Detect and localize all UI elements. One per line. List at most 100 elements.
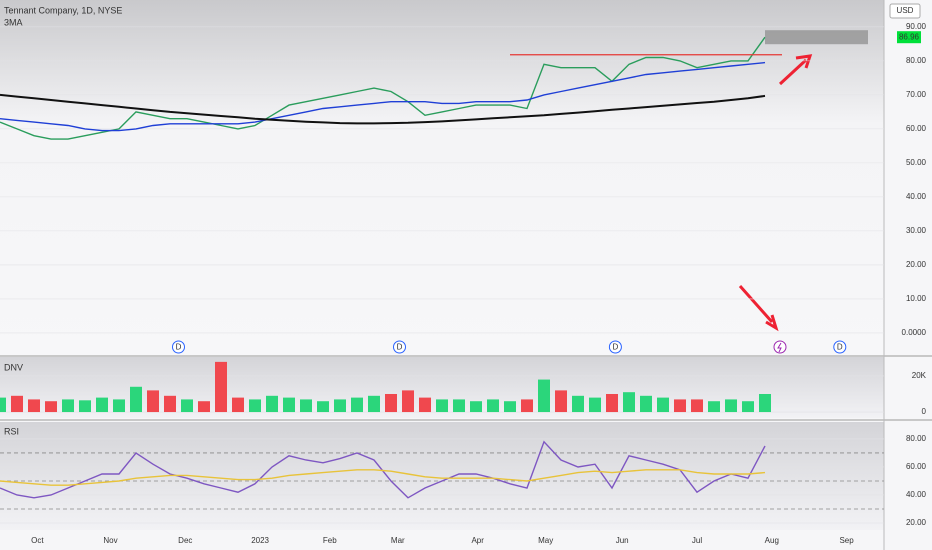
volume-bar: [436, 399, 448, 413]
event-marker: [608, 340, 622, 354]
chart-title: Tennant Company, 1D, NYSE: [4, 5, 122, 15]
y-tick-label: 60.00: [906, 462, 927, 471]
volume-bar: [742, 401, 754, 413]
x-tick-label: Jun: [616, 536, 629, 545]
volume-bar: [198, 401, 210, 413]
volume-bar: [113, 399, 125, 413]
volume-bar: [249, 399, 261, 413]
y-tick-label: 0.0000: [902, 328, 927, 337]
volume-bar: [538, 379, 550, 413]
volume-bar: [708, 401, 720, 413]
volume-bar: [232, 397, 244, 413]
series-line: [0, 93, 766, 125]
y-tick-label: 10.00: [906, 294, 927, 303]
y-tick-label: 80.00: [906, 434, 927, 443]
y-tick-label: 60.00: [906, 124, 927, 133]
y-tick-label: 40.00: [906, 192, 927, 201]
series-line: [0, 36, 766, 140]
volume-bar: [453, 399, 465, 413]
volume-bar: [419, 397, 431, 413]
y-tick-label: 80.00: [906, 56, 927, 65]
volume-bar: [96, 397, 108, 413]
volume-bar: [521, 399, 533, 413]
rsi-panel: [0, 422, 884, 530]
volume-bar: [385, 393, 397, 413]
currency: USD: [897, 6, 914, 15]
x-tick-label: Dec: [178, 536, 192, 545]
volume-bar: [62, 399, 74, 413]
x-tick-label: Oct: [31, 536, 44, 545]
currency-box: [889, 3, 921, 19]
x-tick-label: Apr: [471, 536, 484, 545]
earnings-icon: [773, 340, 787, 354]
y-tick-label: 20.00: [906, 518, 927, 527]
rsi-title: RSI: [4, 426, 19, 436]
volume-bar: [130, 386, 142, 413]
x-tick-label: Sep: [839, 536, 854, 545]
volume-bar: [606, 393, 618, 413]
x-tick-label: Aug: [765, 536, 779, 545]
volume-bar: [402, 390, 414, 413]
volume-bar: [215, 361, 227, 413]
volume-bar: [283, 397, 295, 413]
volume-bar: [759, 393, 771, 413]
x-tick-label: Feb: [323, 536, 337, 545]
volume-bar: [28, 399, 40, 413]
y-tick-label: 50.00: [906, 158, 927, 167]
x-tick-label: Mar: [391, 536, 405, 545]
volume-bar: [164, 395, 176, 413]
event-label: D: [397, 343, 403, 352]
volume-bar: [334, 399, 346, 413]
volume-bar: [0, 397, 6, 413]
volume-bar: [674, 399, 686, 413]
annotation-arrow: [778, 54, 813, 86]
y-tick-label: 20.00: [906, 260, 927, 269]
y-tick-label: 40.00: [906, 490, 927, 499]
volume-bar: [79, 400, 91, 413]
y-tick-label: 30.00: [906, 226, 927, 235]
earnings-icon: [777, 342, 782, 353]
y-tick-label: 20K: [912, 371, 927, 380]
volume-bar: [300, 399, 312, 413]
volume-bar: [266, 395, 278, 413]
volume-bar: [640, 395, 652, 413]
volume-bar: [147, 390, 159, 413]
volume-bar: [691, 399, 703, 413]
volume-bar: [657, 397, 669, 413]
y-tick-label: 70.00: [906, 90, 927, 99]
volume-bar: [470, 401, 482, 413]
last-price-label: 86.96: [899, 32, 920, 41]
price-panel: [0, 0, 884, 355]
x-tick-label: May: [538, 536, 553, 545]
event-label: D: [837, 343, 843, 352]
volume-bar: [317, 401, 329, 413]
x-tick-label: 2023: [251, 536, 269, 545]
event-marker: [172, 340, 185, 354]
volume-bar: [725, 399, 737, 413]
event-label: D: [613, 343, 619, 352]
y-tick-label: 90.00: [906, 22, 927, 31]
last-price-tag: [897, 31, 921, 44]
volume-bar: [45, 401, 57, 413]
volume-bar: [11, 395, 23, 413]
series-line: [0, 61, 766, 132]
volume-bar: [368, 395, 380, 413]
volume-bar: [487, 399, 499, 413]
event-label: D: [176, 343, 182, 352]
volume-bar: [572, 395, 584, 413]
volume-bar: [504, 401, 516, 413]
subtitle: 3MA: [4, 17, 23, 27]
volume-title: DNV: [4, 362, 23, 372]
y-tick-label: 0: [922, 407, 927, 416]
volume-bar: [589, 397, 601, 413]
annotation-arrow: [738, 285, 779, 332]
series-line: [0, 469, 766, 486]
volume-bar: [623, 392, 635, 413]
x-tick-label: Nov: [103, 536, 117, 545]
last-price-zone: [765, 30, 868, 45]
event-marker: [833, 340, 847, 354]
volume-bar: [555, 390, 567, 413]
x-tick-label: Jul: [692, 536, 702, 545]
